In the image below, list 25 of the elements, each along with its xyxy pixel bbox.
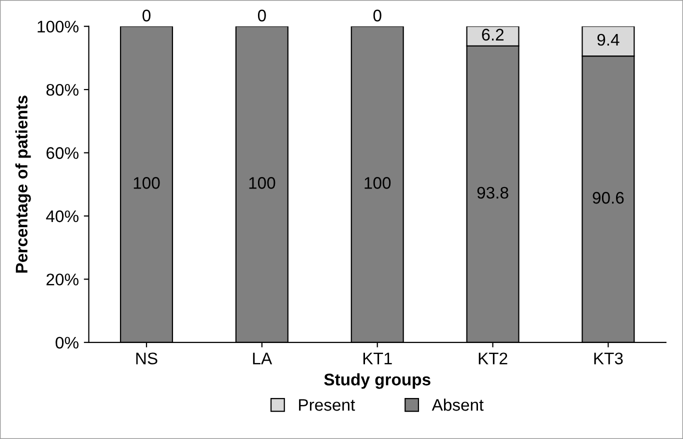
y-tick-label: 0% [56,336,78,349]
x-axis-title: Study groups [324,373,430,389]
data-label: 9.4 [597,34,620,46]
legend-label: Absent [432,398,484,411]
data-label: 0 [373,10,382,22]
legend-label: Present [299,399,356,411]
x-tick-label: KT2 [478,352,508,364]
y-axis-title: Percentage of patients [15,96,31,273]
y-tick-label: 100% [38,20,78,33]
x-tick-label: KT1 [363,352,392,364]
data-label: 6.2 [482,28,504,41]
x-tick-label: LA [253,352,272,364]
data-label: 0 [142,10,150,22]
x-tick-label: NS [136,352,158,364]
y-tick-label: 80% [46,84,78,96]
data-label: 93.8 [477,186,508,199]
y-tick-label: 60% [46,147,78,159]
data-label: 100 [249,177,276,189]
y-tick-label: 40% [46,210,78,222]
data-label: 90.6 [592,192,624,204]
data-label: 100 [364,177,391,189]
data-label: 100 [134,177,160,189]
y-tick-label: 20% [46,274,78,286]
x-tick-label: KT3 [594,352,623,364]
data-label: 0 [258,10,266,22]
